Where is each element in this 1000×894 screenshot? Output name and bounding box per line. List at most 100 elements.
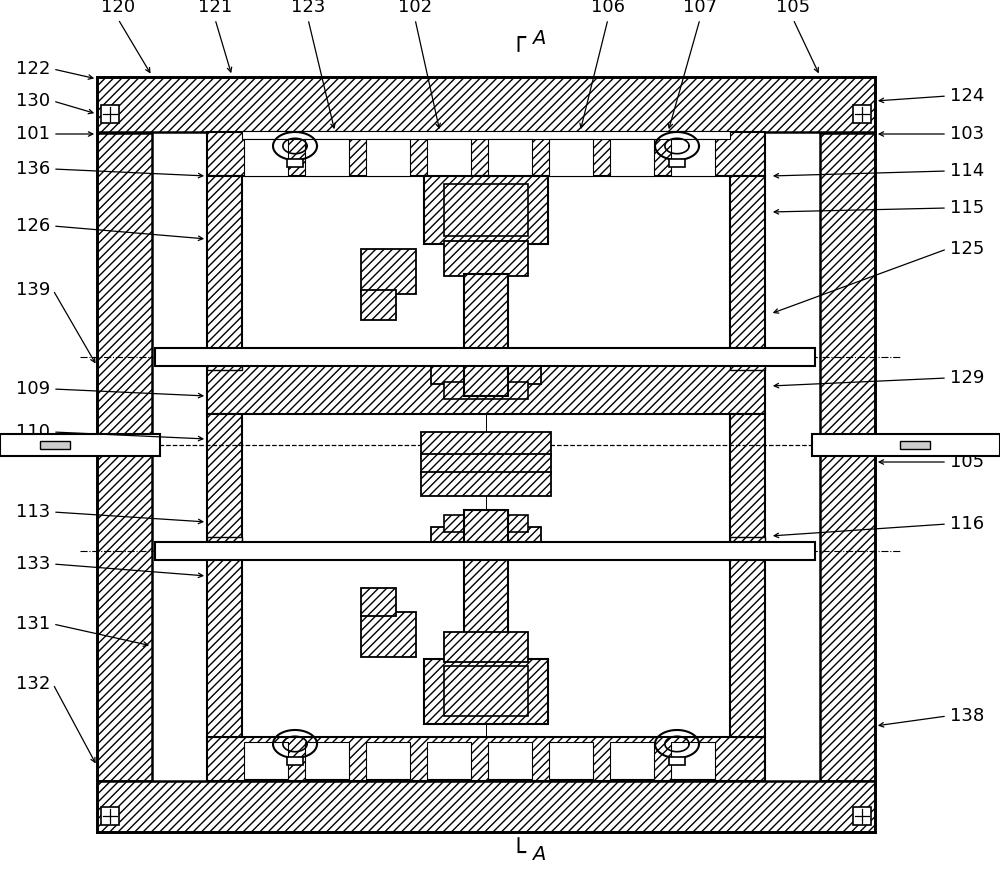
Bar bbox=[730, 176, 765, 364]
Text: A: A bbox=[532, 30, 545, 48]
Bar bbox=[366, 742, 410, 779]
Bar bbox=[853, 105, 871, 123]
Text: 113: 113 bbox=[16, 503, 50, 521]
Bar bbox=[0, 434, 160, 456]
Bar bbox=[549, 139, 593, 176]
Text: 115: 115 bbox=[950, 199, 984, 217]
Bar bbox=[464, 544, 508, 634]
Bar bbox=[444, 382, 528, 399]
Text: 114: 114 bbox=[950, 162, 984, 180]
Bar bbox=[361, 612, 416, 657]
Bar bbox=[427, 139, 471, 176]
Text: 109: 109 bbox=[16, 380, 50, 398]
Text: 138: 138 bbox=[950, 707, 984, 725]
Bar bbox=[488, 742, 532, 779]
Bar bbox=[207, 545, 242, 737]
Text: 129: 129 bbox=[950, 369, 984, 387]
Bar bbox=[671, 742, 715, 779]
Bar bbox=[101, 807, 119, 825]
Text: 121: 121 bbox=[198, 0, 232, 16]
Bar bbox=[305, 139, 349, 176]
Bar bbox=[730, 358, 765, 370]
Bar bbox=[431, 527, 541, 549]
Bar bbox=[424, 659, 548, 724]
Bar bbox=[421, 454, 551, 474]
Text: 131: 131 bbox=[16, 615, 50, 633]
Bar bbox=[40, 441, 70, 449]
Bar bbox=[155, 542, 815, 560]
Text: 122: 122 bbox=[16, 60, 50, 78]
Bar bbox=[244, 139, 288, 176]
Bar bbox=[155, 348, 815, 366]
Bar bbox=[444, 241, 528, 276]
Text: 123: 123 bbox=[291, 0, 325, 16]
Bar bbox=[361, 290, 396, 320]
Bar bbox=[671, 139, 715, 176]
Text: 136: 136 bbox=[16, 160, 50, 178]
Bar bbox=[900, 441, 930, 449]
Text: 105: 105 bbox=[776, 0, 810, 16]
Bar bbox=[444, 515, 528, 532]
Bar bbox=[464, 510, 508, 542]
Text: 139: 139 bbox=[16, 281, 50, 299]
Text: 102: 102 bbox=[398, 0, 432, 16]
Bar bbox=[287, 159, 303, 167]
Bar bbox=[305, 742, 349, 779]
Text: 133: 133 bbox=[16, 555, 50, 573]
Bar bbox=[424, 176, 548, 244]
Text: 132: 132 bbox=[16, 675, 50, 693]
Bar bbox=[97, 77, 875, 132]
Bar bbox=[207, 737, 765, 781]
Text: 110: 110 bbox=[16, 423, 50, 441]
Bar bbox=[366, 139, 410, 176]
Bar bbox=[610, 742, 654, 779]
Bar bbox=[812, 434, 1000, 456]
Text: A: A bbox=[532, 845, 545, 864]
Bar bbox=[669, 757, 685, 765]
Bar bbox=[361, 249, 416, 294]
Text: 103: 103 bbox=[950, 125, 984, 143]
Bar bbox=[207, 364, 765, 414]
Bar bbox=[464, 274, 508, 364]
Bar bbox=[431, 362, 541, 384]
Bar bbox=[287, 757, 303, 765]
Bar bbox=[361, 588, 396, 616]
Bar bbox=[242, 131, 730, 139]
Bar bbox=[730, 414, 765, 545]
Bar bbox=[444, 184, 528, 236]
Bar bbox=[97, 781, 875, 832]
Bar bbox=[853, 807, 871, 825]
Bar bbox=[730, 537, 765, 549]
Text: 125: 125 bbox=[950, 240, 984, 258]
Bar bbox=[444, 632, 528, 662]
Text: 107: 107 bbox=[683, 0, 717, 16]
Bar bbox=[207, 176, 242, 364]
Bar bbox=[730, 545, 765, 737]
Bar bbox=[207, 132, 765, 176]
Bar bbox=[464, 364, 508, 396]
Bar bbox=[421, 432, 551, 456]
Text: 105: 105 bbox=[950, 453, 984, 471]
Text: 101: 101 bbox=[16, 125, 50, 143]
Text: 116: 116 bbox=[950, 515, 984, 533]
Bar bbox=[244, 742, 288, 779]
Text: 126: 126 bbox=[16, 217, 50, 235]
Bar bbox=[444, 666, 528, 716]
Text: 124: 124 bbox=[950, 87, 984, 105]
Bar bbox=[610, 139, 654, 176]
Bar bbox=[207, 537, 242, 549]
Text: 130: 130 bbox=[16, 92, 50, 110]
Bar bbox=[101, 105, 119, 123]
Bar bbox=[488, 139, 532, 176]
Text: ┌: ┌ bbox=[510, 27, 525, 51]
Bar bbox=[427, 742, 471, 779]
Text: 106: 106 bbox=[591, 0, 625, 16]
Text: └: └ bbox=[510, 842, 525, 866]
Bar bbox=[669, 159, 685, 167]
Bar bbox=[820, 133, 875, 781]
Bar bbox=[97, 133, 152, 781]
Bar bbox=[207, 414, 242, 545]
Bar bbox=[421, 472, 551, 496]
Text: 120: 120 bbox=[101, 0, 135, 16]
Bar bbox=[549, 742, 593, 779]
